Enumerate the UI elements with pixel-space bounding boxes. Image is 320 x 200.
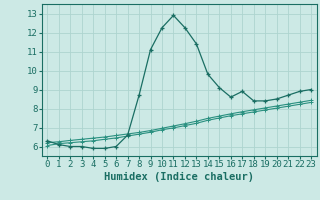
X-axis label: Humidex (Indice chaleur): Humidex (Indice chaleur) [104, 172, 254, 182]
